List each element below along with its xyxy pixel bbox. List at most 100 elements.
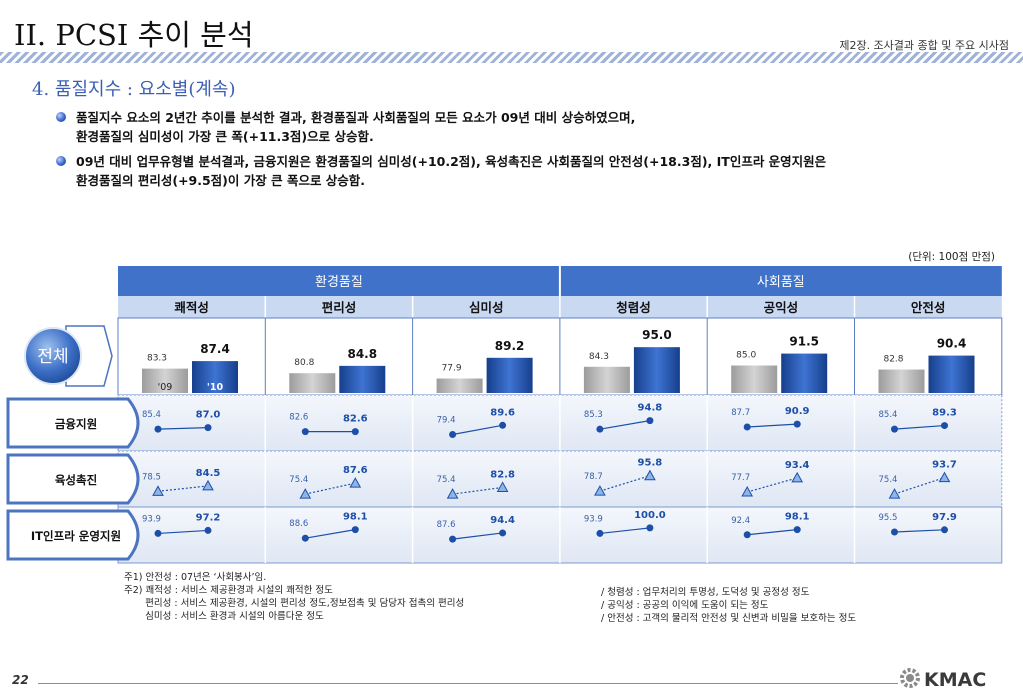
point-label-2009: 75.4 [437,475,456,485]
point-2009 [449,431,457,439]
trend-line [452,424,503,436]
point-2009 [449,535,457,543]
bar-2010 [928,355,975,393]
column-header-label: 편리성 [322,300,357,315]
bar-2010 [486,357,533,393]
trend-line [599,420,651,430]
column-header-label: 심미성 [469,300,504,315]
point-label-2010: 87.6 [343,465,368,476]
footnotes-left: 주1) 안전성 : 07년은 ‘사회봉사’임. 주2) 쾌적성 : 서비스 제공… [124,571,464,623]
bar-label-2010: 90.4 [937,337,967,351]
bullet-line: 환경품질의 편리성(+9.5점)이 가장 큰 폭으로 상승함. [76,173,366,188]
trend-line [894,477,945,495]
point-2009 [446,488,459,499]
trend-line [305,482,356,495]
bar-2009 [583,366,630,393]
bullet-line: 09년 대비 업무유형별 분석결과, 금융지원은 환경품질의 심미성(+10.2… [76,154,827,169]
point-label-2010: 93.4 [785,460,810,471]
kmac-logo: KMAC [900,668,986,691]
bar-2010 [339,365,386,393]
bar-label-2009: 84.3 [589,352,609,362]
point-label-2009: 88.6 [289,519,308,529]
trend-line [894,529,945,533]
trend-line [894,424,945,430]
trend-line [747,477,798,493]
point-label-2010: 95.8 [638,458,663,469]
trend-line [747,423,798,428]
point-label-2010: 98.1 [343,512,368,523]
group-header-label: 사회품질 [757,275,805,290]
bullet-dot-icon [56,112,66,122]
trend-line [599,527,650,535]
bar-label-2010: 89.2 [495,339,525,353]
point-label-2009: 78.7 [584,472,603,482]
header-stripe [0,52,1023,63]
bar-label-2010: 91.5 [789,335,819,349]
point-2010 [791,471,804,483]
year-label-2010: '10 [207,382,224,393]
footnote-line: 심미성 : 서비스 환경과 시설의 아름다운 정도 [124,611,324,622]
point-2010 [496,481,509,492]
point-label-2009: 85.4 [879,410,898,420]
point-2009 [741,486,754,497]
point-2010 [938,471,951,483]
column-header-label: 공익성 [764,300,799,315]
point-label-2009: 92.4 [731,516,750,526]
page-title: II. PCSI 추이 분석 [14,18,254,52]
point-2010 [793,420,801,428]
point-2009 [596,425,604,433]
point-2009 [299,488,312,499]
point-2010 [204,526,212,534]
point-label-2010: 98.1 [785,512,810,523]
point-2010 [499,529,507,537]
bullet-item: 품질지수 요소의 2년간 추이를 분석한 결과, 환경품질과 사회품질의 모든 … [56,108,996,146]
point-label-2009: 87.7 [731,408,750,418]
point-2009 [154,425,162,433]
trend-line [599,475,651,492]
point-2009 [301,428,309,436]
total-badge-label: 전체 [37,347,68,367]
point-label-2009: 78.5 [142,472,161,482]
point-label-2010: 97.2 [196,512,221,523]
column-header-label: 청렴성 [616,300,651,315]
bar-2009 [731,365,778,393]
row-label: 육성촉진 [55,473,97,487]
point-2009 [152,485,164,496]
bullet-line: 품질지수 요소의 2년간 추이를 분석한 결과, 환경품질과 사회품질의 모든 … [76,110,636,125]
total-badge [24,327,82,385]
group-header-cell [118,266,560,296]
bar-label-2009: 77.9 [442,364,462,374]
bullet-dot-icon [56,156,66,166]
point-label-2009: 93.9 [584,514,603,524]
bullet-line: 환경품질의 심미성이 가장 큰 폭(+11.3점)으로 상승함. [76,129,374,144]
point-label-2009: 85.3 [584,410,603,420]
point-label-2010: 84.5 [196,468,221,479]
column-header-label: 쾌적성 [174,300,209,315]
point-2009 [301,534,309,542]
group-header-label: 환경품질 [315,275,363,290]
point-label-2009: 75.4 [289,475,308,485]
bar-label-2010: 87.4 [200,342,230,356]
gear-icon [900,668,920,688]
bar-2010 [192,361,238,393]
point-label-2009: 75.4 [879,475,898,485]
point-label-2010: 82.6 [343,414,368,425]
point-label-2010: 90.9 [785,406,810,417]
group-header-cell [559,266,1002,296]
summary-bullets: 품질지수 요소의 2년간 추이를 분석한 결과, 환경품질과 사회품질의 모든 … [56,108,996,196]
trend-line [452,486,503,495]
footnote-line: 편리성 : 서비스 제공환경, 시설의 편리성 정도,정보접촉 및 담당자 접촉… [124,598,465,609]
point-label-2010: 94.4 [490,515,515,526]
year-label-2009: '09 [158,382,173,393]
point-label-2009: 95.5 [879,513,898,523]
point-2010 [202,479,214,491]
bar-2009 [142,368,188,393]
point-2009 [891,425,898,433]
footnote-line: / 공익성 : 공공의 이익에 도움이 되는 정도 [601,600,769,611]
point-2010 [204,424,212,432]
point-2009 [596,529,604,537]
point-2010 [941,422,948,430]
point-2010 [793,526,801,534]
row-label-tab [6,509,140,561]
